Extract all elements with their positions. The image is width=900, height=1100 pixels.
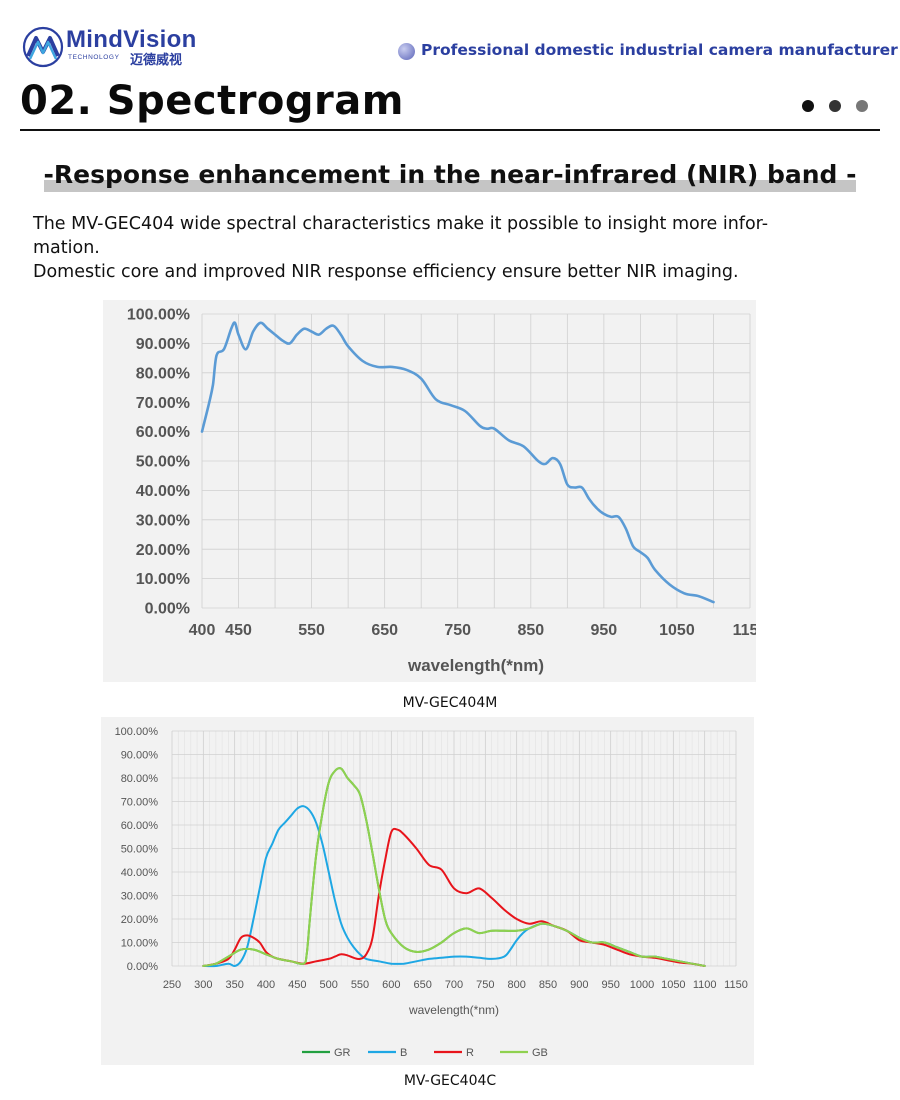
x-tick-label: 450 [225,622,252,639]
x-tick-label: 550 [351,979,369,991]
x-tick-label: 400 [189,622,216,639]
y-tick-label: 0.00% [127,961,158,973]
description-line: Domestic core and improved NIR response … [33,262,739,282]
series-line [200,321,715,604]
series-line [200,321,715,604]
legend-label: GR [334,1047,351,1059]
description-paragraph: The MV-GEC404 wide spectral characterist… [33,212,883,284]
series-line [202,767,706,967]
x-tick-label: 900 [570,979,588,991]
y-tick-label: 20.00% [121,914,159,926]
legend-label: B [400,1047,407,1059]
y-tick-label: 50.00% [136,454,190,471]
y-tick-label: 80.00% [121,773,159,785]
series-r [202,827,706,967]
x-tick-label: 350 [225,979,243,991]
section-subtitle: -Response enhancement in the near-infrar… [43,160,857,189]
chart-caption-mono: MV-GEC404M [402,695,498,711]
y-tick-label: 60.00% [121,820,159,832]
description-line: The MV-GEC404 wide spectral characterist… [33,214,769,234]
x-tick-label: 400 [257,979,275,991]
y-tick-label: 100.00% [127,307,190,324]
title-divider [20,129,880,131]
x-tick-label: 750 [444,622,471,639]
dot-icon [856,100,868,112]
tagline-bullet-icon [398,43,415,60]
y-tick-label: 70.00% [121,796,159,808]
color-spectral-chart: 0.00% 10.00% 20.00% 30.00% 40.00% 50.00% 60.00… [101,717,754,1065]
x-tick-label: 1150 [724,979,748,991]
x-tick-label: 700 [445,979,463,991]
y-tick-label: 100.00% [115,726,159,738]
page-title: 02. Spectrogram [20,78,404,124]
subtitle-highlight [44,180,856,192]
y-tick-label: 10.00% [136,571,190,588]
x-tick-label: 650 [413,979,431,991]
y-tick-label: 40.00% [121,867,159,879]
x-tick-label: 1100 [693,979,717,991]
x-tick-label: 300 [194,979,212,991]
brand-name: MindVision [66,26,197,53]
legend-item: GR [302,1047,351,1059]
x-tick-label: 800 [507,979,525,991]
x-axis-title: wavelength(*nm) [407,656,544,675]
x-tick-label: 250 [163,979,181,991]
x-axis-title: wavelength(*nm) [408,1003,499,1017]
x-tick-label: 750 [476,979,494,991]
y-tick-label: 60.00% [136,424,190,441]
y-tick-label: 20.00% [136,542,190,559]
y-tick-label: 10.00% [121,937,159,949]
x-tick-label: 650 [371,622,398,639]
legend-label: R [466,1047,474,1059]
y-tick-label: 90.00% [136,336,190,353]
y-tick-label: 90.00% [121,749,159,761]
header-tagline: Professional domestic industrial camera … [421,41,898,59]
x-tick-label: 1150 [733,622,756,639]
legend-item: GB [500,1047,548,1059]
y-tick-label: 0.00% [145,601,190,618]
x-tick-label: 1000 [630,979,654,991]
dot-icon [829,100,841,112]
dot-icon [802,100,814,112]
x-tick-label: 600 [382,979,400,991]
series-gb [202,767,706,967]
brand-sub: TECHNOLOGY [68,54,120,61]
chart-caption-color: MV-GEC404C [403,1073,497,1089]
y-tick-label: 70.00% [136,395,190,412]
y-tick-label: 80.00% [136,365,190,382]
y-tick-label: 30.00% [121,890,159,902]
x-tick-label: 850 [539,979,557,991]
x-tick-label: 500 [319,979,337,991]
y-tick-label: 30.00% [136,512,190,529]
legend-label: GB [532,1047,548,1059]
logo-mark-icon [22,26,64,68]
y-tick-label: 40.00% [136,483,190,500]
x-tick-label: 950 [601,979,619,991]
x-tick-label: 550 [298,622,325,639]
y-tick-label: 50.00% [121,843,159,855]
x-tick-label: 850 [517,622,544,639]
series-line [202,827,706,967]
x-tick-label: 1050 [659,622,695,639]
mono-spectral-chart: 0.00% 10.00% 20.00% 30.00% 40.00% 50.00% 60.00… [103,300,756,682]
x-tick-label: 950 [591,622,618,639]
x-tick-label: 1050 [661,979,685,991]
title-dots [802,100,872,114]
brand-logo [22,26,64,68]
brand-cn: 迈德威视 [130,53,183,68]
legend-item: R [434,1047,474,1059]
description-line: mation. [33,238,100,258]
x-tick-label: 450 [288,979,306,991]
legend-item: B [368,1047,407,1059]
chart-background [103,300,756,682]
